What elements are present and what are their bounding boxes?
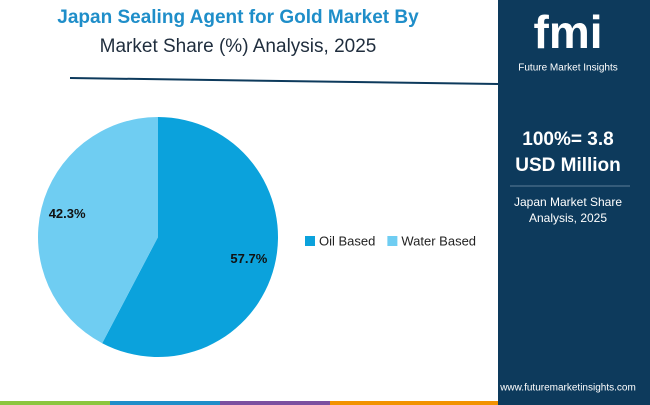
legend-swatch — [305, 236, 315, 246]
pie-slice — [37, 117, 159, 344]
footer-strip — [330, 401, 498, 405]
total-value: 100%= 3.8 — [522, 129, 613, 150]
total-unit: USD Million — [515, 155, 621, 176]
data-label: 42.3% — [49, 206, 86, 221]
panel-caption: Japan Market Share — [514, 195, 622, 209]
legend-label: Water Based — [401, 233, 476, 248]
title-rule — [69, 77, 499, 85]
website: www.futuremarketinsights.com — [499, 383, 636, 394]
plot: 57.7% 42.3% Oil Based Water Based — [37, 117, 476, 357]
side-panel — [498, 0, 650, 405]
legend-label: Oil Based — [319, 233, 375, 248]
footer-strip — [110, 401, 220, 405]
logo-caption: Future Market Insights — [518, 63, 617, 74]
legend-swatch — [387, 236, 398, 246]
chart-title: Japan Sealing Agent for Gold Market By — [57, 7, 419, 28]
footer-strip — [0, 401, 110, 405]
chart-subtitle: Market Share (%) Analysis, 2025 — [100, 36, 377, 57]
panel-caption: Analysis, 2025 — [529, 211, 607, 225]
pie-slice — [102, 117, 278, 357]
data-label: 57.7% — [230, 251, 267, 266]
footer-strip — [220, 401, 330, 405]
logo: fmi — [534, 6, 603, 58]
